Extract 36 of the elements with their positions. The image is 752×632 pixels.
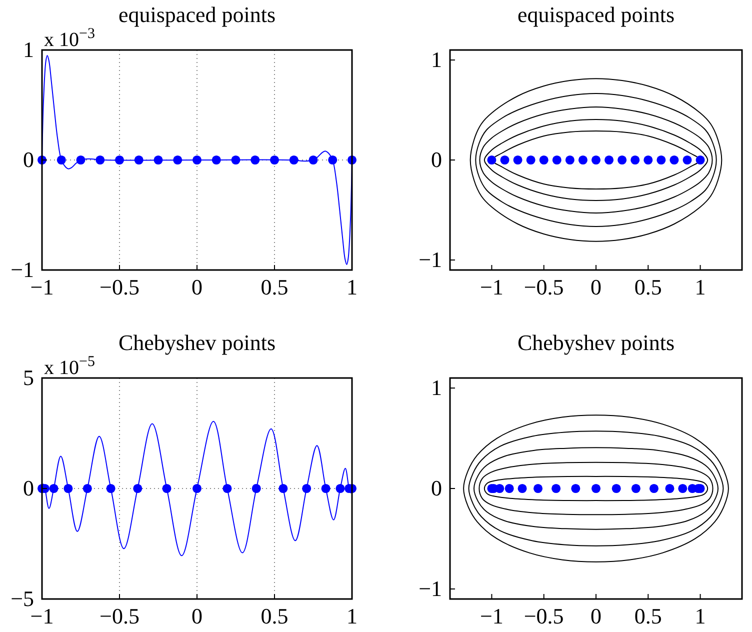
chart-title: equispaced points — [118, 2, 276, 27]
y-tick-label: 0 — [23, 476, 34, 501]
x-tick-label: 1 — [694, 274, 706, 300]
y-tick-label: −1 — [418, 576, 442, 601]
y-tick-label: 1 — [431, 47, 442, 72]
annotation: x 10$^{−5}$ — [44, 354, 95, 379]
y-tick-label: 0 — [23, 147, 34, 172]
y-tick-label: 5 — [23, 365, 34, 390]
chart-title: Chebyshev points — [118, 330, 276, 355]
y-tick-label: −1 — [418, 247, 442, 272]
y-tick-label: −5 — [10, 586, 34, 612]
y-tick-label: 1 — [431, 375, 442, 400]
x-tick-label: −1 — [480, 274, 504, 300]
x-tick-label: 0.5 — [634, 604, 662, 629]
x-tick-label: 0.5 — [260, 274, 288, 300]
x-tick-label: −0.5 — [100, 604, 140, 629]
x-tick-label: 1 — [694, 604, 706, 629]
annotation: x 10$^{−3}$ — [44, 26, 95, 51]
x-tick-label: −0.5 — [524, 604, 564, 629]
x-tick-label: 1 — [346, 604, 358, 629]
y-tick-label: 0 — [431, 476, 442, 501]
y-tick-label: 1 — [23, 37, 34, 62]
x-tick-label: −1 — [480, 604, 504, 629]
x-tick-label: 0 — [192, 274, 202, 300]
x-tick-label: 1 — [346, 274, 358, 300]
x-tick-label: −0.5 — [100, 274, 140, 300]
chart-title: equispaced points — [517, 2, 675, 27]
x-tick-label: 0 — [590, 604, 602, 629]
x-tick-label: 0 — [192, 604, 202, 629]
chart-title: Chebyshev points — [517, 330, 675, 355]
x-tick-label: 0.5 — [260, 604, 288, 629]
y-tick-label: 0 — [431, 147, 442, 172]
y-tick-label: −1 — [10, 257, 34, 282]
x-tick-label: −0.5 — [524, 274, 564, 300]
x-tick-label: 0 — [590, 274, 602, 300]
x-tick-label: 0.5 — [634, 274, 662, 300]
